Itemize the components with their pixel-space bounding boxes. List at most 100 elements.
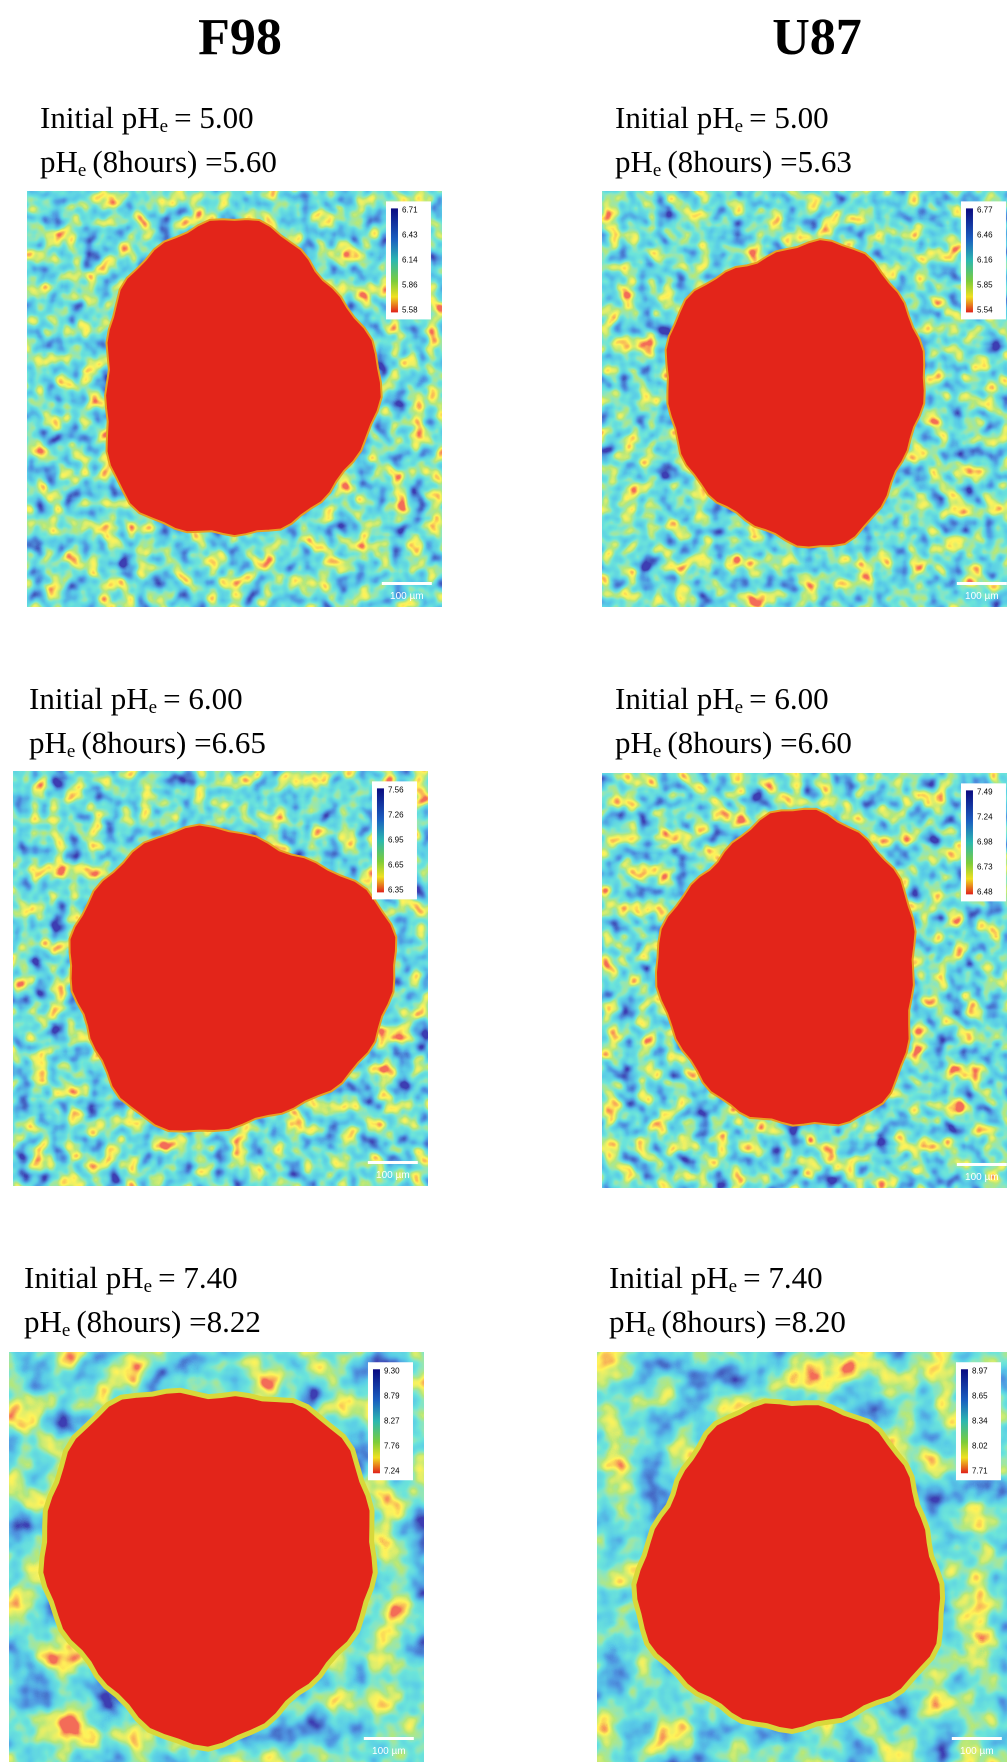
label-value: (8hours) =5.60 bbox=[92, 144, 277, 179]
scale-bar: 100 µm bbox=[951, 1737, 1002, 1757]
label-subscript: e bbox=[66, 741, 76, 762]
spheroid bbox=[104, 218, 383, 538]
colorbar-ramp bbox=[965, 790, 973, 895]
colorbar-label: 6.35 bbox=[388, 885, 404, 894]
initial-ph-label: Initial pHe = 7.40 bbox=[609, 1256, 823, 1309]
colorbar-label: 6.65 bbox=[388, 860, 404, 869]
scale-bar: 100 µm bbox=[381, 582, 432, 602]
colorbar-label: 6.73 bbox=[977, 862, 993, 871]
label-text: pH bbox=[29, 725, 67, 760]
colorbar-label: 7.76 bbox=[384, 1441, 400, 1450]
spheroid bbox=[68, 823, 398, 1133]
final-ph-label: pHe (8hours) =5.60 bbox=[40, 140, 277, 193]
colorbar-label: 9.30 bbox=[384, 1366, 400, 1375]
label-subscript: e bbox=[148, 697, 158, 718]
label-subscript: e bbox=[61, 1320, 71, 1341]
colorbar-ramp bbox=[390, 208, 398, 313]
scale-bar-line bbox=[956, 1163, 1007, 1166]
spheroid bbox=[631, 1398, 946, 1735]
initial-ph-label: Initial pHe = 6.00 bbox=[615, 677, 829, 730]
scale-bar: 100 µm bbox=[367, 1161, 418, 1181]
colorbar-label: 6.46 bbox=[977, 231, 993, 240]
scale-bar-label: 100 µm bbox=[960, 1746, 994, 1757]
initial-ph-label: Initial pHe = 5.00 bbox=[40, 96, 254, 149]
colorbar-label: 7.56 bbox=[388, 785, 404, 794]
colorbar: 7.56 7.26 6.95 6.65 6.35 bbox=[371, 781, 417, 900]
colorbar-label: 6.77 bbox=[977, 206, 993, 215]
scale-bar-line bbox=[363, 1737, 414, 1740]
ph-map-image: 6.71 6.43 6.14 5.86 5.58 100 µm bbox=[27, 191, 442, 607]
label-subscript: e bbox=[159, 116, 169, 137]
column-title: U87 bbox=[772, 9, 862, 66]
label-value: = 6.00 bbox=[749, 681, 829, 716]
label-text: Initial pH bbox=[615, 100, 735, 135]
ph-map: 7.56 7.26 6.95 6.65 6.35 100 µm bbox=[13, 771, 428, 1186]
scale-bar: 100 µm bbox=[956, 582, 1007, 602]
colorbar-label: 7.24 bbox=[384, 1466, 400, 1475]
colorbar-label: 5.54 bbox=[977, 306, 993, 315]
label-subscript: e bbox=[77, 160, 87, 181]
label-value: = 5.00 bbox=[174, 100, 254, 135]
label-value: = 6.00 bbox=[163, 681, 243, 716]
label-text: Initial pH bbox=[29, 681, 149, 716]
label-text: pH bbox=[24, 1304, 62, 1339]
label-subscript: e bbox=[652, 160, 662, 181]
colorbar: 6.77 6.46 6.16 5.85 5.54 bbox=[960, 201, 1006, 320]
label-text: Initial pH bbox=[24, 1260, 144, 1295]
colorbar-label: 6.14 bbox=[402, 256, 418, 265]
colorbar-label: 8.65 bbox=[972, 1391, 988, 1400]
initial-ph-label: Initial pHe = 5.00 bbox=[615, 96, 829, 149]
colorbar-label: 5.86 bbox=[402, 281, 418, 290]
label-subscript: e bbox=[652, 741, 662, 762]
colorbar: 9.30 8.79 8.27 7.76 7.24 bbox=[367, 1362, 413, 1481]
label-subscript: e bbox=[734, 116, 744, 137]
colorbar-label: 8.27 bbox=[384, 1416, 400, 1425]
scale-bar-label: 100 µm bbox=[376, 1170, 410, 1181]
spheroid bbox=[664, 238, 926, 549]
final-ph-label: pHe (8hours) =5.63 bbox=[615, 140, 852, 193]
label-value: (8hours) =8.22 bbox=[76, 1304, 261, 1339]
ph-map-image: 6.77 6.46 6.16 5.85 5.54 100 µm bbox=[602, 191, 1007, 607]
ph-map: 7.49 7.24 6.98 6.73 6.48 100 µm bbox=[602, 773, 1007, 1188]
ph-map: 8.97 8.65 8.34 8.02 7.71 100 µm bbox=[597, 1352, 1007, 1762]
label-text: pH bbox=[609, 1304, 647, 1339]
scale-bar-line bbox=[367, 1161, 418, 1164]
ph-map: 6.77 6.46 6.16 5.85 5.54 100 µm bbox=[602, 191, 1007, 607]
colorbar-label: 5.58 bbox=[402, 306, 418, 315]
spheroid bbox=[654, 807, 917, 1127]
label-value: = 7.40 bbox=[743, 1260, 823, 1295]
label-value: = 7.40 bbox=[158, 1260, 238, 1295]
colorbar-label: 8.02 bbox=[972, 1441, 988, 1450]
colorbar-label: 6.16 bbox=[977, 256, 993, 265]
colorbar-label: 6.95 bbox=[388, 835, 404, 844]
colorbar-ramp bbox=[376, 788, 384, 893]
scale-bar-line bbox=[381, 582, 432, 585]
scale-bar-line bbox=[951, 1737, 1002, 1740]
scale-bar-label: 100 µm bbox=[390, 591, 424, 602]
final-ph-label: pHe (8hours) =8.22 bbox=[24, 1300, 261, 1353]
initial-ph-label: Initial pHe = 6.00 bbox=[29, 677, 243, 730]
final-ph-label: pHe (8hours) =6.60 bbox=[615, 721, 852, 774]
colorbar-label: 8.97 bbox=[972, 1366, 988, 1375]
colorbar-ramp bbox=[960, 1369, 968, 1474]
scale-bar: 100 µm bbox=[956, 1163, 1007, 1183]
label-text: pH bbox=[615, 144, 653, 179]
colorbar-label: 6.48 bbox=[977, 887, 993, 896]
scale-bar: 100 µm bbox=[363, 1737, 414, 1757]
label-text: pH bbox=[40, 144, 78, 179]
ph-map: 9.30 8.79 8.27 7.76 7.24 100 µm bbox=[9, 1352, 424, 1762]
colorbar: 7.49 7.24 6.98 6.73 6.48 bbox=[960, 783, 1006, 902]
ph-map-image: 9.30 8.79 8.27 7.76 7.24 100 µm bbox=[9, 1352, 425, 1762]
ph-map-image: 8.97 8.65 8.34 8.02 7.71 100 µm bbox=[597, 1352, 1007, 1762]
initial-ph-label: Initial pHe = 7.40 bbox=[24, 1256, 238, 1309]
spheroid bbox=[38, 1387, 378, 1752]
colorbar-label: 7.49 bbox=[977, 787, 993, 796]
colorbar-ramp bbox=[965, 208, 973, 313]
colorbar-label: 7.71 bbox=[972, 1466, 988, 1475]
colorbar-label: 6.43 bbox=[402, 231, 418, 240]
colorbar-label: 5.85 bbox=[977, 281, 993, 290]
colorbar-label: 6.71 bbox=[402, 206, 418, 215]
label-text: Initial pH bbox=[609, 1260, 729, 1295]
label-value: (8hours) =6.60 bbox=[667, 725, 852, 760]
label-value: (8hours) =6.65 bbox=[81, 725, 266, 760]
